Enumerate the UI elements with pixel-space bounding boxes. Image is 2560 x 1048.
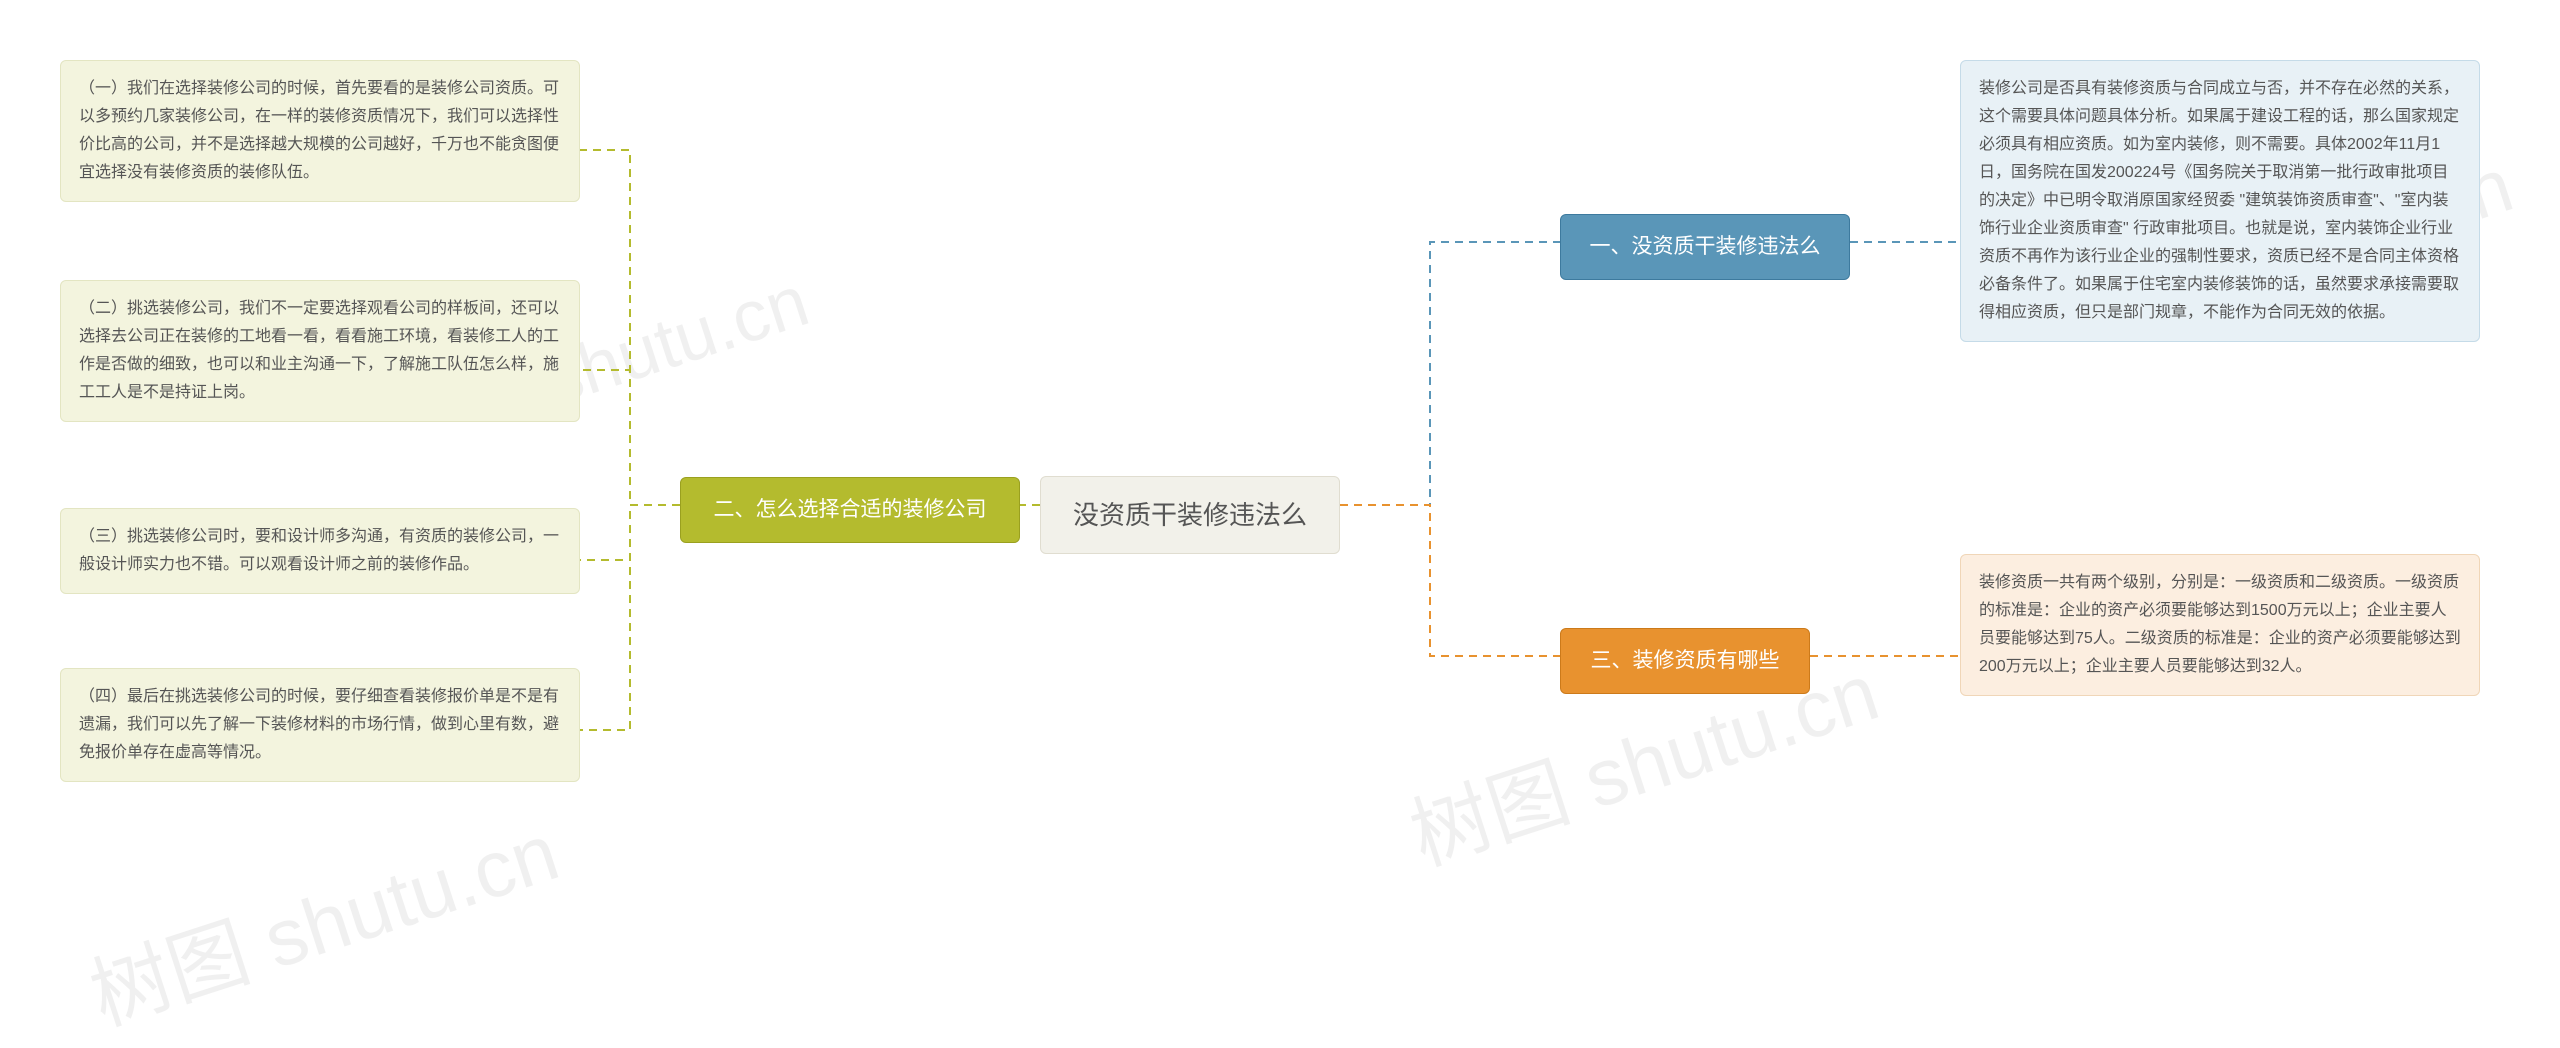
leaf-text: （一）我们在选择装修公司的时候，首先要看的是装修公司资质。可以多预约几家装修公司… <box>79 80 559 181</box>
leaf-node-2b: （二）挑选装修公司，我们不一定要选择观看公司的样板间，还可以选择去公司正在装修的… <box>60 280 580 422</box>
leaf-node-3: 装修资质一共有两个级别，分别是：一级资质和二级资质。一级资质的标准是：企业的资产… <box>1960 554 2480 696</box>
branch-label: 一、没资质干装修违法么 <box>1590 235 1821 258</box>
leaf-node-2c: （三）挑选装修公司时，要和设计师多沟通，有资质的装修公司，一般设计师实力也不错。… <box>60 508 580 594</box>
branch-node-3: 三、装修资质有哪些 <box>1560 628 1810 694</box>
leaf-text: （四）最后在挑选装修公司的时候，要仔细查看装修报价单是不是有遗漏，我们可以先了解… <box>79 688 559 761</box>
branch-label: 三、装修资质有哪些 <box>1591 649 1780 672</box>
root-label: 没资质干装修违法么 <box>1073 500 1307 530</box>
leaf-node-1: 装修公司是否具有装修资质与合同成立与否，并不存在必然的关系，这个需要具体问题具体… <box>1960 60 2480 342</box>
leaf-text: （三）挑选装修公司时，要和设计师多沟通，有资质的装修公司，一般设计师实力也不错。… <box>79 528 559 573</box>
leaf-text: （二）挑选装修公司，我们不一定要选择观看公司的样板间，还可以选择去公司正在装修的… <box>79 300 559 401</box>
branch-label: 二、怎么选择合适的装修公司 <box>714 498 987 521</box>
leaf-text: 装修公司是否具有装修资质与合同成立与否，并不存在必然的关系，这个需要具体问题具体… <box>1979 80 2459 321</box>
branch-node-2: 二、怎么选择合适的装修公司 <box>680 477 1020 543</box>
leaf-text: 装修资质一共有两个级别，分别是：一级资质和二级资质。一级资质的标准是：企业的资产… <box>1979 574 2461 675</box>
leaf-node-2a: （一）我们在选择装修公司的时候，首先要看的是装修公司资质。可以多预约几家装修公司… <box>60 60 580 202</box>
root-node: 没资质干装修违法么 <box>1040 476 1340 554</box>
watermark: 树图 shutu.cn <box>74 788 571 1048</box>
leaf-node-2d: （四）最后在挑选装修公司的时候，要仔细查看装修报价单是不是有遗漏，我们可以先了解… <box>60 668 580 782</box>
branch-node-1: 一、没资质干装修违法么 <box>1560 214 1850 280</box>
